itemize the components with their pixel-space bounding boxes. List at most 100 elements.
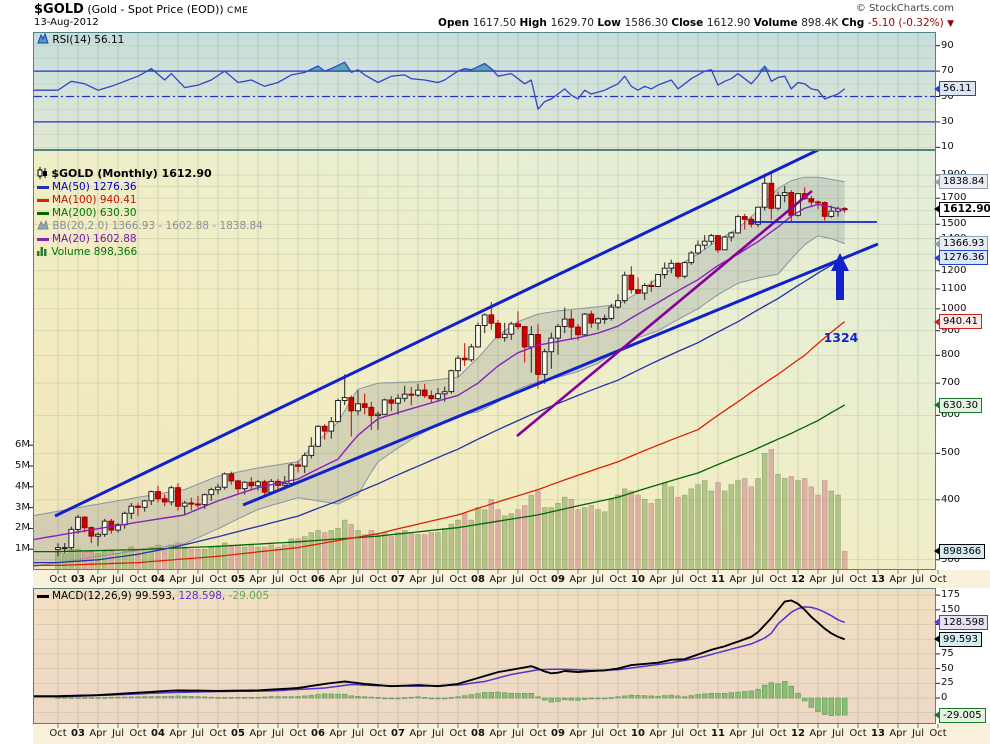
legend-ma200-label: MA(200) 630.30 [52, 207, 137, 219]
x-axis-label: 12 [791, 574, 805, 585]
x-axis-label: Apr [169, 574, 187, 585]
x-axis-label: Oct [769, 574, 787, 585]
x-axis-label: 04 [151, 728, 165, 739]
quote-value: 1586.30 [624, 17, 672, 29]
vol-value-callout: 898366 [933, 543, 986, 559]
price-value-callout: 1276.36 [933, 250, 989, 266]
x-axis-label: Oct [369, 574, 387, 585]
ma50-dash-icon [37, 185, 49, 189]
price-axis-label: 1100 [941, 282, 967, 294]
x-axis-label: Jul [191, 574, 205, 585]
macd-value-callout: 128.598 [933, 614, 989, 630]
volume-bars-icon [37, 247, 47, 256]
x-axis-label: 11 [711, 574, 725, 585]
x-axis-label: Jul [111, 728, 125, 739]
x-axis-label: Jul [671, 574, 685, 585]
macd-legend-main: MACD(12,26,9) 99.593, [52, 590, 176, 602]
rsi-axis-label: 70 [941, 65, 954, 77]
price-axis-label: 300 [941, 553, 961, 565]
price-axis-label: 400 [941, 493, 961, 505]
legend-bb-row: BB(20,2.0) 1366.93 - 1602.88 - 1838.84 [37, 219, 263, 233]
x-axis-strip-bottom: Oct 03 Apr Jul Oct 04 Apr Jul Oct 05 Apr Jul Oct 06 Ap… [33, 724, 990, 744]
x-axis-label: Apr [889, 574, 907, 585]
macd-legend-hist: -29.005 [225, 590, 270, 602]
x-axis-label: Jul [351, 574, 365, 585]
quote-label: Open [438, 17, 473, 29]
legend-volume-row: Volume 898,366 [37, 246, 137, 259]
x-axis-label: Apr [409, 574, 427, 585]
x-axis-label: Oct [449, 728, 467, 739]
x-axis-label: Oct [929, 728, 947, 739]
macd-axis-label: 175 [941, 589, 961, 601]
x-axis-label: Apr [569, 728, 587, 739]
macd-value-callout: 99.593 [934, 631, 982, 647]
x-axis-label: Jul [831, 574, 845, 585]
symbol: $GOLD [34, 2, 84, 17]
x-axis-label: 08 [471, 728, 485, 739]
x-axis-label: Oct [49, 728, 67, 739]
legend-ma100-row: MA(100) 940.41 [37, 194, 137, 207]
legend-ma50-label: MA(50) 1276.36 [52, 181, 137, 193]
price-axis-label: 1500 [941, 218, 967, 230]
x-axis-label: 06 [311, 728, 325, 739]
macd-axis-label: 75 [941, 647, 954, 659]
x-axis-label: Apr [729, 728, 747, 739]
rsi-panel [33, 32, 936, 150]
x-axis-label: Jul [431, 728, 445, 739]
x-axis-label: 06 [311, 574, 325, 585]
triangle-down-icon: ▼ [947, 19, 954, 29]
volume-axis-label: 3M [15, 501, 30, 513]
exchange-label: CME [223, 6, 249, 16]
x-axis-label: Apr [169, 728, 187, 739]
rsi-axis-label: 30 [941, 115, 954, 127]
x-axis-label: Jul [431, 574, 445, 585]
x-axis-label: 05 [231, 574, 245, 585]
x-axis-label: Apr [889, 728, 907, 739]
x-axis-label: Apr [489, 728, 507, 739]
price-target-annotation: 1324 [823, 330, 859, 345]
x-axis-label: 07 [391, 728, 405, 739]
price-axis-label: 600 [941, 409, 961, 421]
price-value-callout: 630.30 [934, 397, 982, 413]
price-value-callout: 940.41 [934, 314, 982, 330]
quote-value: 1629.70 [550, 17, 598, 29]
x-axis-label: Apr [89, 728, 107, 739]
stockcharts-credit: © StockCharts.com [855, 3, 954, 14]
x-axis-label: Oct [609, 728, 627, 739]
x-axis-label: 12 [791, 728, 805, 739]
x-axis-label: Apr [649, 574, 667, 585]
header-line1: $GOLD (Gold - Spot Price (EOD)) CME © St… [34, 2, 954, 17]
quote-value: 1617.50 [472, 17, 520, 29]
x-axis-label: Jul [271, 574, 285, 585]
rsi-axis-label: 10 [941, 141, 954, 153]
x-axis-label: Apr [89, 574, 107, 585]
quote-value: 1612.90 [706, 17, 754, 29]
price-axis-label: 800 [941, 349, 961, 361]
x-axis-label: Oct [449, 574, 467, 585]
macd-panel [33, 588, 936, 724]
rsi-legend-label: RSI(14) 56.11 [52, 34, 125, 46]
ma20-dash-icon [37, 237, 49, 241]
x-axis-label: Oct [209, 574, 227, 585]
quote-label: Volume [753, 17, 802, 29]
x-axis-label: Apr [489, 574, 507, 585]
volume-axis-label: 4M [15, 480, 30, 492]
x-axis-label: 09 [551, 574, 565, 585]
volume-axis-label: 6M [15, 439, 30, 451]
legend-ma100-label: MA(100) 940.41 [52, 194, 137, 206]
macd-axis-label: 50 [941, 662, 954, 674]
header-line2: 13-Aug-2012 Open 1617.50 High 1629.70 Lo… [34, 17, 954, 31]
quote-label: Chg [841, 17, 868, 29]
quote-label: High [519, 17, 551, 29]
x-axis-label: Oct [369, 728, 387, 739]
x-axis-label: Apr [329, 574, 347, 585]
x-axis-label: Oct [289, 574, 307, 585]
x-axis-label: Jul [911, 728, 925, 739]
price-axis-label: 1200 [941, 264, 967, 276]
x-axis-label: 09 [551, 728, 565, 739]
legend-volume-label: Volume 898,366 [51, 246, 138, 258]
quote-value: 898.4K [801, 17, 842, 29]
x-axis-label: Jul [671, 728, 685, 739]
x-axis-label: 11 [711, 728, 725, 739]
legend-ma20-row: MA(20) 1602.88 [37, 233, 137, 246]
